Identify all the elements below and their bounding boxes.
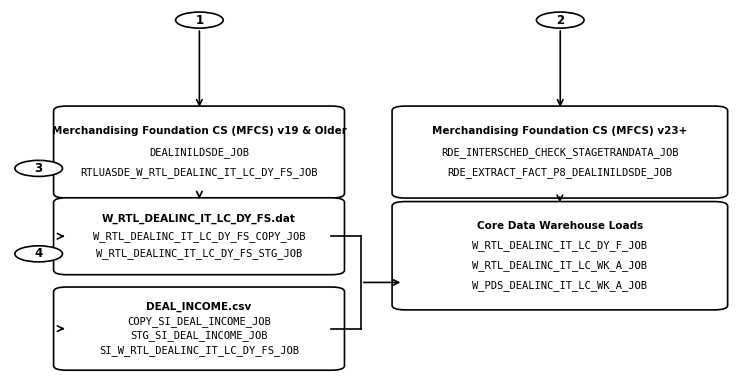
Text: W_RTL_DEALINC_IT_LC_DY_FS.dat: W_RTL_DEALINC_IT_LC_DY_FS.dat <box>102 214 296 224</box>
Text: 1: 1 <box>196 14 203 27</box>
Text: 4: 4 <box>34 247 43 261</box>
Text: COPY_SI_DEAL_INCOME_JOB: COPY_SI_DEAL_INCOME_JOB <box>127 316 271 326</box>
Text: STG_SI_DEAL_INCOME_JOB: STG_SI_DEAL_INCOME_JOB <box>130 331 268 342</box>
FancyBboxPatch shape <box>392 106 728 198</box>
FancyBboxPatch shape <box>54 287 344 370</box>
Circle shape <box>176 12 223 28</box>
FancyBboxPatch shape <box>54 198 344 275</box>
Text: Merchandising Foundation CS (MFCS) v19 & Older: Merchandising Foundation CS (MFCS) v19 &… <box>51 126 347 136</box>
Text: W_RTL_DEALINC_IT_LC_WK_A_JOB: W_RTL_DEALINC_IT_LC_WK_A_JOB <box>472 260 647 271</box>
Text: RDE_INTERSCHED_CHECK_STAGETRANDATA_JOB: RDE_INTERSCHED_CHECK_STAGETRANDATA_JOB <box>441 147 679 158</box>
Text: W_RTL_DEALINC_IT_LC_DY_FS_COPY_JOB: W_RTL_DEALINC_IT_LC_DY_FS_COPY_JOB <box>93 231 305 242</box>
Text: RDE_EXTRACT_FACT_P8_DEALINILDSDE_JOB: RDE_EXTRACT_FACT_P8_DEALINILDSDE_JOB <box>447 167 673 178</box>
Circle shape <box>15 246 62 262</box>
Circle shape <box>536 12 584 28</box>
Text: 2: 2 <box>557 14 564 27</box>
Text: DEALINILDSDE_JOB: DEALINILDSDE_JOB <box>149 147 249 158</box>
Text: Merchandising Foundation CS (MFCS) v23+: Merchandising Foundation CS (MFCS) v23+ <box>432 126 687 136</box>
Text: SI_W_RTL_DEALINC_IT_LC_DY_FS_JOB: SI_W_RTL_DEALINC_IT_LC_DY_FS_JOB <box>99 345 299 356</box>
Text: Core Data Warehouse Loads: Core Data Warehouse Loads <box>477 221 643 231</box>
Text: W_RTL_DEALINC_IT_LC_DY_FS_STG_JOB: W_RTL_DEALINC_IT_LC_DY_FS_STG_JOB <box>96 248 302 259</box>
Text: RTLUASDE_W_RTL_DEALINC_IT_LC_DY_FS_JOB: RTLUASDE_W_RTL_DEALINC_IT_LC_DY_FS_JOB <box>80 167 318 178</box>
Circle shape <box>15 160 62 176</box>
FancyBboxPatch shape <box>392 202 728 310</box>
Text: 3: 3 <box>35 162 42 175</box>
Text: W_PDS_DEALINC_IT_LC_WK_A_JOB: W_PDS_DEALINC_IT_LC_WK_A_JOB <box>472 280 647 291</box>
Text: W_RTL_DEALINC_IT_LC_DY_F_JOB: W_RTL_DEALINC_IT_LC_DY_F_JOB <box>472 241 647 251</box>
FancyBboxPatch shape <box>54 106 344 198</box>
Text: DEAL_INCOME.csv: DEAL_INCOME.csv <box>147 301 251 311</box>
